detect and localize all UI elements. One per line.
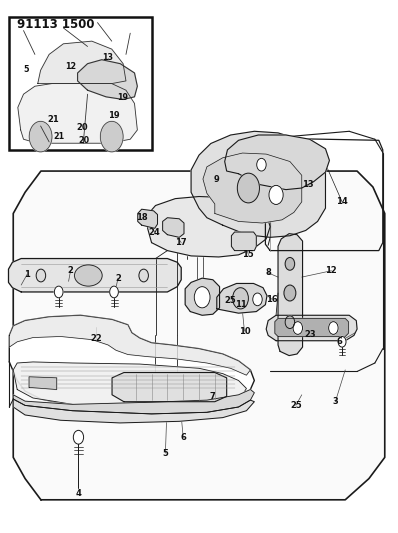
Polygon shape (29, 377, 57, 390)
Text: 17: 17 (176, 238, 187, 247)
Circle shape (232, 288, 248, 309)
Text: 5: 5 (23, 64, 29, 74)
Polygon shape (225, 135, 330, 190)
Polygon shape (231, 232, 256, 251)
Circle shape (110, 286, 118, 298)
Circle shape (329, 321, 338, 334)
Polygon shape (8, 259, 181, 292)
Polygon shape (278, 233, 302, 356)
Text: 20: 20 (76, 123, 88, 132)
Circle shape (284, 285, 296, 301)
Polygon shape (217, 284, 267, 313)
Polygon shape (191, 131, 326, 237)
Polygon shape (38, 41, 126, 84)
Text: 4: 4 (76, 489, 82, 498)
Text: 2: 2 (115, 273, 121, 282)
Circle shape (36, 269, 46, 282)
Text: 21: 21 (48, 115, 59, 124)
Polygon shape (266, 316, 357, 341)
Text: 11: 11 (235, 300, 246, 309)
Circle shape (257, 158, 266, 171)
Circle shape (269, 185, 283, 205)
Polygon shape (185, 278, 220, 316)
Text: 7: 7 (210, 392, 216, 401)
Polygon shape (163, 217, 184, 237)
Text: 2: 2 (68, 266, 74, 275)
Text: 25: 25 (224, 296, 236, 305)
Text: 3: 3 (332, 397, 338, 406)
Text: 15: 15 (242, 251, 254, 260)
Text: 5: 5 (162, 449, 168, 458)
Polygon shape (13, 362, 246, 409)
Text: 12: 12 (65, 62, 76, 70)
Polygon shape (9, 316, 250, 375)
Circle shape (285, 316, 295, 328)
Circle shape (194, 287, 210, 308)
Text: 13: 13 (102, 53, 113, 62)
Text: 19: 19 (118, 93, 129, 102)
Text: 20: 20 (78, 136, 89, 145)
Polygon shape (13, 390, 254, 414)
Circle shape (100, 122, 123, 152)
Polygon shape (148, 197, 270, 257)
Circle shape (293, 321, 302, 334)
Polygon shape (78, 60, 137, 100)
Text: 13: 13 (302, 180, 314, 189)
Text: 1: 1 (24, 270, 30, 279)
Circle shape (237, 173, 259, 203)
Text: 25: 25 (290, 401, 302, 410)
Text: 16: 16 (266, 295, 278, 304)
Text: 22: 22 (90, 334, 102, 343)
Polygon shape (112, 373, 227, 402)
Circle shape (73, 430, 84, 444)
Circle shape (55, 286, 63, 298)
Text: 14: 14 (336, 197, 348, 206)
Polygon shape (18, 84, 137, 143)
Text: 21: 21 (53, 132, 64, 141)
Polygon shape (9, 316, 254, 411)
Polygon shape (138, 209, 158, 228)
Circle shape (139, 269, 148, 282)
Text: 10: 10 (239, 327, 250, 336)
Polygon shape (203, 153, 302, 223)
Ellipse shape (74, 265, 102, 286)
Text: 12: 12 (326, 266, 337, 275)
Circle shape (29, 122, 52, 152)
Text: 6: 6 (336, 337, 342, 346)
Polygon shape (13, 399, 254, 423)
Polygon shape (275, 318, 348, 336)
Text: 9: 9 (214, 174, 220, 183)
Text: 91113 1500: 91113 1500 (17, 18, 95, 31)
Text: 24: 24 (149, 228, 161, 237)
Text: 23: 23 (304, 330, 316, 339)
Circle shape (338, 336, 346, 347)
Text: 8: 8 (265, 268, 271, 277)
Text: 18: 18 (136, 213, 148, 222)
Circle shape (285, 257, 295, 270)
Circle shape (253, 293, 262, 306)
Polygon shape (13, 171, 385, 500)
Text: 19: 19 (108, 111, 120, 120)
Text: 6: 6 (180, 433, 186, 442)
FancyBboxPatch shape (9, 17, 152, 150)
